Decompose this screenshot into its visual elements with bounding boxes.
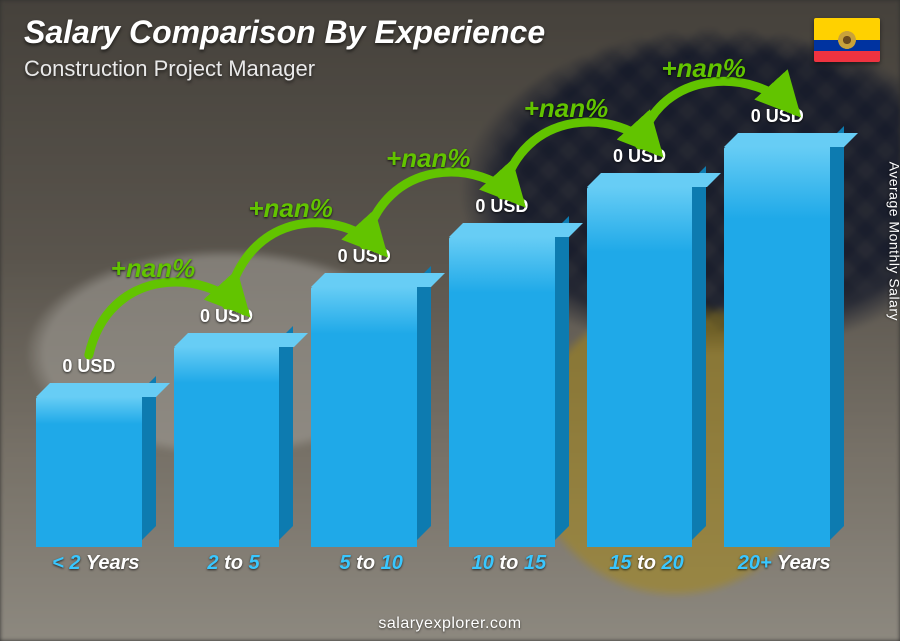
category-label: 20+ Years — [724, 552, 844, 575]
bar-front — [587, 187, 693, 547]
delta-label: +nan% — [111, 253, 196, 284]
category-label: 5 to 10 — [311, 552, 431, 575]
bar-side — [142, 376, 156, 540]
bar-top — [587, 173, 721, 187]
bar-0: 0 USD — [36, 397, 156, 547]
bar-2: 0 USD — [311, 287, 431, 547]
bar-chart: 0 USD0 USD0 USD0 USD0 USD0 USD < 2 Years… — [30, 100, 850, 571]
bar-value-label: 0 USD — [174, 306, 280, 327]
bar-top — [36, 383, 170, 397]
bar-top — [174, 333, 308, 347]
bar-front — [311, 287, 417, 547]
bar-front — [724, 147, 830, 547]
bar3d: 0 USD — [174, 347, 294, 547]
delta-label: +nan% — [386, 143, 471, 174]
y-axis-label: Average Monthly Salary — [886, 161, 900, 320]
bar3d: 0 USD — [36, 397, 156, 547]
delta-label: +nan% — [661, 53, 746, 84]
bar-value-label: 0 USD — [36, 356, 142, 377]
flag-stripe-red — [814, 51, 880, 62]
delta-label: +nan% — [248, 193, 333, 224]
category-label: 15 to 20 — [587, 552, 707, 575]
bar-3: 0 USD — [449, 237, 569, 547]
bar-front — [449, 237, 555, 547]
bar-value-label: 0 USD — [449, 196, 555, 217]
bar-top — [311, 273, 445, 287]
page-title: Salary Comparison By Experience — [24, 14, 545, 51]
flag-crest — [838, 31, 856, 49]
bar-value-label: 0 USD — [311, 246, 417, 267]
bar-top — [724, 133, 858, 147]
delta-label: +nan% — [524, 93, 609, 124]
bar-1: 0 USD — [174, 347, 294, 547]
bar-front — [36, 397, 142, 547]
category-label: 10 to 15 — [449, 552, 569, 575]
bar-side — [417, 266, 431, 540]
infographic-stage: Salary Comparison By Experience Construc… — [0, 0, 900, 641]
bar-top — [449, 223, 583, 237]
categories-row: < 2 Years 2 to 5 5 to 10 10 to 15 15 to 20 20… — [30, 552, 850, 575]
bar-side — [830, 126, 844, 540]
category-label: < 2 Years — [36, 552, 156, 575]
country-flag-ecuador — [814, 18, 880, 62]
bar3d: 0 USD — [587, 187, 707, 547]
bar3d: 0 USD — [724, 147, 844, 547]
bar-side — [555, 216, 569, 540]
bar-side — [279, 326, 293, 540]
page-subtitle: Construction Project Manager — [24, 56, 315, 82]
bar-value-label: 0 USD — [587, 146, 693, 167]
bar-5: 0 USD — [724, 147, 844, 547]
bar-side — [692, 166, 706, 540]
bar-value-label: 0 USD — [724, 106, 830, 127]
bar3d: 0 USD — [311, 287, 431, 547]
bar3d: 0 USD — [449, 237, 569, 547]
category-label: 2 to 5 — [174, 552, 294, 575]
credit-text: salaryexplorer.com — [0, 615, 900, 633]
bar-4: 0 USD — [587, 187, 707, 547]
bar-front — [174, 347, 280, 547]
